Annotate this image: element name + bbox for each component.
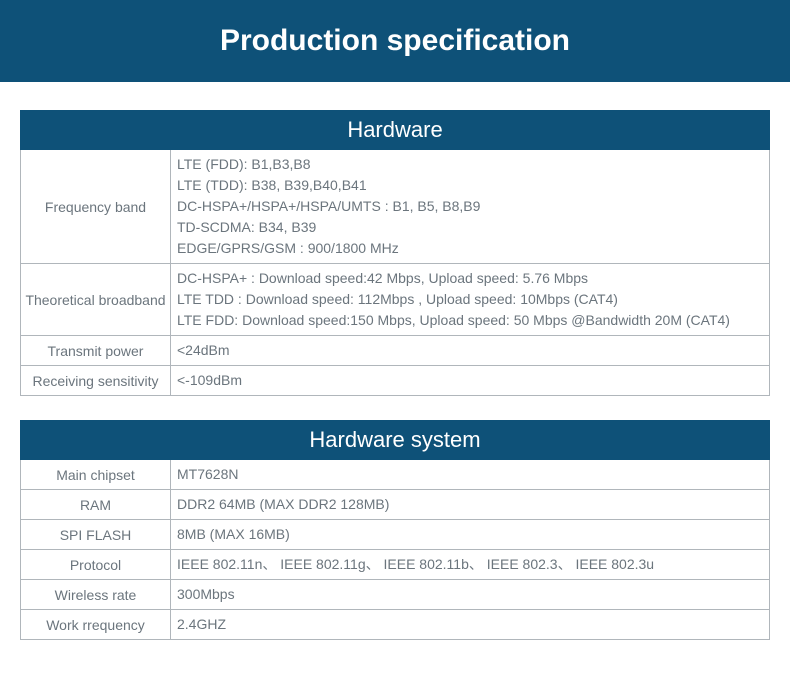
value-line: EDGE/GPRS/GSM : 900/1800 MHz	[177, 238, 763, 259]
value-line: <24dBm	[177, 340, 763, 361]
row-label: SPI FLASH	[21, 520, 171, 550]
table-row: Receiving sensitivity <-109dBm	[21, 366, 770, 396]
row-value: 300Mbps	[171, 580, 770, 610]
row-label: Receiving sensitivity	[21, 366, 171, 396]
content-area: Hardware Frequency bandLTE (FDD): B1,B3,…	[0, 82, 790, 682]
value-line: DC-HSPA+/HSPA+/HSPA/UMTS : B1, B5, B8,B9	[177, 196, 763, 217]
row-label: Wireless rate	[21, 580, 171, 610]
value-line: LTE (TDD): B38, B39,B40,B41	[177, 175, 763, 196]
value-line: 2.4GHZ	[177, 614, 763, 635]
value-line: TD-SCDMA: B34, B39	[177, 217, 763, 238]
value-line: DDR2 64MB (MAX DDR2 128MB)	[177, 494, 763, 515]
table-row: Frequency bandLTE (FDD): B1,B3,B8LTE (TD…	[21, 150, 770, 264]
table-row: Main chipset MT7628N	[21, 460, 770, 490]
row-label: Protocol	[21, 550, 171, 580]
value-line: <-109dBm	[177, 370, 763, 391]
hardware-system-heading: Hardware system	[21, 421, 770, 460]
page-title: Production specification	[220, 24, 570, 57]
row-value: IEEE 802.11n、 IEEE 802.11g、 IEEE 802.11b…	[171, 550, 770, 580]
table-row: Wireless rate 300Mbps	[21, 580, 770, 610]
value-line: IEEE 802.11n、 IEEE 802.11g、 IEEE 802.11b…	[177, 554, 763, 575]
row-value: MT7628N	[171, 460, 770, 490]
table-row: Transmit power <24dBm	[21, 336, 770, 366]
value-line: LTE FDD: Download speed:150 Mbps, Upload…	[177, 310, 763, 331]
value-line: 300Mbps	[177, 584, 763, 605]
table-row: SPI FLASH 8MB (MAX 16MB)	[21, 520, 770, 550]
value-line: DC-HSPA+ : Download speed:42 Mbps, Uploa…	[177, 268, 763, 289]
hardware-table: Hardware Frequency bandLTE (FDD): B1,B3,…	[20, 110, 770, 396]
row-value: 8MB (MAX 16MB)	[171, 520, 770, 550]
row-value: <-109dBm	[171, 366, 770, 396]
page-title-banner: Production specification	[0, 0, 790, 82]
hardware-rows: Frequency bandLTE (FDD): B1,B3,B8LTE (TD…	[21, 150, 770, 396]
row-value: 2.4GHZ	[171, 610, 770, 640]
value-line: MT7628N	[177, 464, 763, 485]
value-line: 8MB (MAX 16MB)	[177, 524, 763, 545]
row-value: LTE (FDD): B1,B3,B8LTE (TDD): B38, B39,B…	[171, 150, 770, 264]
hardware-heading: Hardware	[21, 111, 770, 150]
row-label: RAM	[21, 490, 171, 520]
table-row: Theoretical broadband DC-HSPA+ : Download…	[21, 264, 770, 336]
row-label: Main chipset	[21, 460, 171, 490]
value-line: LTE TDD : Download speed: 112Mbps , Uplo…	[177, 289, 763, 310]
table-row: Work rrequency 2.4GHZ	[21, 610, 770, 640]
row-label: Work rrequency	[21, 610, 171, 640]
row-value: DDR2 64MB (MAX DDR2 128MB)	[171, 490, 770, 520]
table-row: Protocol IEEE 802.11n、 IEEE 802.11g、 IEEE…	[21, 550, 770, 580]
hardware-system-rows: Main chipset MT7628N RAM DDR2 64MB (MAX DDR…	[21, 460, 770, 640]
row-value: DC-HSPA+ : Download speed:42 Mbps, Uploa…	[171, 264, 770, 336]
hardware-system-table: Hardware system Main chipset MT7628N RAM DD…	[20, 420, 770, 640]
row-label: Transmit power	[21, 336, 171, 366]
value-line: LTE (FDD): B1,B3,B8	[177, 154, 763, 175]
row-label: Theoretical broadband	[21, 264, 171, 336]
row-value: <24dBm	[171, 336, 770, 366]
table-row: RAM DDR2 64MB (MAX DDR2 128MB)	[21, 490, 770, 520]
row-label: Frequency band	[21, 150, 171, 264]
